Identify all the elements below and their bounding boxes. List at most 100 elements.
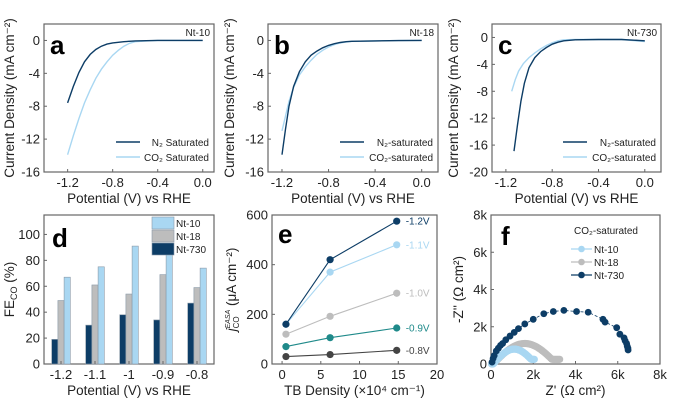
x-tick-label: 6k bbox=[611, 367, 625, 382]
x-tick-label: -0.8 bbox=[186, 367, 208, 382]
data-point bbox=[282, 330, 290, 338]
x-tick-label: 0.0 bbox=[194, 175, 212, 190]
y-tick-label: 100 bbox=[18, 227, 40, 242]
series-line-dark_blue bbox=[281, 39, 422, 155]
y-axis-label: jCOEASA (μA cm⁻²) bbox=[224, 248, 241, 334]
y-label-sub: CO bbox=[232, 316, 241, 328]
y-tick-label: -16 bbox=[21, 165, 40, 180]
x-tick-label: -0.4 bbox=[364, 175, 386, 190]
series-label: -1.2V bbox=[406, 217, 430, 228]
sample-annotation: Nt-18 bbox=[410, 28, 435, 39]
panel-label: c bbox=[498, 30, 512, 60]
legend-swatch-marker bbox=[578, 245, 585, 253]
data-point bbox=[326, 256, 334, 264]
plot-frame-c bbox=[491, 23, 662, 173]
panel-label: b bbox=[274, 30, 290, 60]
legend-label: Nt-10 bbox=[176, 219, 201, 230]
series-line-light_blue bbox=[281, 39, 422, 132]
x-tick-label: 8k bbox=[653, 367, 667, 382]
y-tick-label: 20 bbox=[26, 331, 40, 346]
x-tick-label: 0 bbox=[487, 367, 494, 382]
y-tick-label: 40 bbox=[26, 305, 40, 320]
y-tick-label: 200 bbox=[246, 307, 268, 322]
sample-annotation: Nt-10 bbox=[186, 28, 211, 39]
legend-label: CO₂ Saturated bbox=[144, 153, 209, 164]
x-tick-label: -0.4 bbox=[587, 175, 609, 190]
y-tick-label: 0 bbox=[257, 33, 264, 48]
x-tick-label: 4k bbox=[569, 367, 583, 382]
x-tick-label: -0.4 bbox=[147, 175, 169, 190]
y-tick-label: 80 bbox=[26, 253, 40, 268]
series-label: -1.1V bbox=[406, 240, 430, 251]
data-point bbox=[601, 318, 609, 326]
bar-nt-10 bbox=[63, 276, 71, 365]
bar-nt-730 bbox=[51, 339, 59, 365]
data-point bbox=[584, 308, 592, 316]
bar-nt-10 bbox=[165, 250, 173, 365]
y-axis-label: FECO (%) bbox=[2, 262, 19, 318]
data-point bbox=[393, 346, 401, 354]
panel-d: 0 20 40 60 80 100 -1.2 -1.1 -1 -0.9 -0.8Potential … bbox=[2, 214, 215, 398]
y-tick-label: -8 bbox=[476, 84, 488, 99]
data-point bbox=[393, 241, 401, 249]
bar-nt-730 bbox=[187, 302, 195, 365]
y-tick-label: 60 bbox=[26, 279, 40, 294]
data-point bbox=[556, 355, 564, 363]
x-tick-label: 0.0 bbox=[413, 175, 431, 190]
x-tick-label: -1.2 bbox=[271, 175, 293, 190]
series-label: -0.9V bbox=[406, 323, 430, 334]
x-axis-label: Z' (Ω cm²) bbox=[546, 383, 606, 398]
y-tick-label: 0 bbox=[33, 33, 40, 48]
y-tick-label: 400 bbox=[246, 257, 268, 272]
x-axis-label: TB Density (×10⁴ cm⁻¹) bbox=[284, 383, 425, 398]
legend-label: N₂-saturated bbox=[377, 138, 433, 149]
legend-swatch-marker bbox=[578, 271, 585, 279]
y-tick-label: -16 bbox=[469, 138, 488, 153]
y-label-main: j bbox=[224, 327, 239, 333]
x-tick-label: -1.2 bbox=[50, 367, 72, 382]
y-tick-label: -8 bbox=[28, 99, 40, 114]
legend-label: Nt-18 bbox=[594, 258, 619, 269]
bar-nt-18 bbox=[125, 293, 133, 365]
legend-label: CO₂-saturated bbox=[369, 153, 433, 164]
x-tick-label: -0.8 bbox=[317, 175, 339, 190]
data-point bbox=[326, 350, 334, 359]
y-axis-label: Current Density (mA cm⁻²) bbox=[2, 18, 17, 177]
data-point bbox=[529, 315, 537, 323]
y-tick-label: 4k bbox=[473, 282, 487, 297]
data-point bbox=[521, 320, 529, 328]
y-tick-label: -4 bbox=[28, 66, 40, 81]
series-line-light_blue bbox=[511, 38, 645, 92]
x-tick-label: -1.2 bbox=[56, 175, 78, 190]
bar-nt-730 bbox=[153, 319, 161, 365]
x-axis-label: Potential (V) vs RHE bbox=[67, 191, 191, 206]
legend-label: Nt-10 bbox=[594, 245, 619, 256]
legend-label: Nt-730 bbox=[594, 271, 624, 282]
legend-swatch bbox=[151, 229, 175, 243]
legend-label: Nt-730 bbox=[176, 245, 206, 256]
bar-nt-730 bbox=[85, 324, 93, 365]
plot-frame-b bbox=[267, 23, 439, 173]
y-tick-label: 0 bbox=[261, 357, 268, 372]
legend-label: N₂-saturated bbox=[600, 138, 656, 149]
data-point bbox=[393, 324, 401, 332]
y-label-tail: (μA cm⁻²) bbox=[224, 248, 239, 310]
y-label-sup: EASA bbox=[225, 309, 232, 328]
x-tick-label: -0.9 bbox=[152, 367, 174, 382]
x-tick-label: 2k bbox=[526, 367, 540, 382]
y-tick-label: 0 bbox=[33, 357, 40, 372]
panel-label: a bbox=[50, 30, 65, 60]
legend-swatch bbox=[151, 242, 175, 256]
series-line-dark_blue bbox=[513, 38, 645, 152]
bar-nt-10 bbox=[97, 266, 105, 365]
legend-label: CO₂-saturated bbox=[592, 153, 656, 164]
legend-swatch bbox=[151, 216, 175, 230]
y-axis-label: Current Density (mA cm⁻²) bbox=[446, 18, 461, 177]
y-tick-label: -16 bbox=[245, 165, 264, 180]
panel-label: e bbox=[278, 219, 292, 249]
data-point bbox=[282, 352, 290, 361]
x-tick-label: 5 bbox=[317, 367, 324, 382]
